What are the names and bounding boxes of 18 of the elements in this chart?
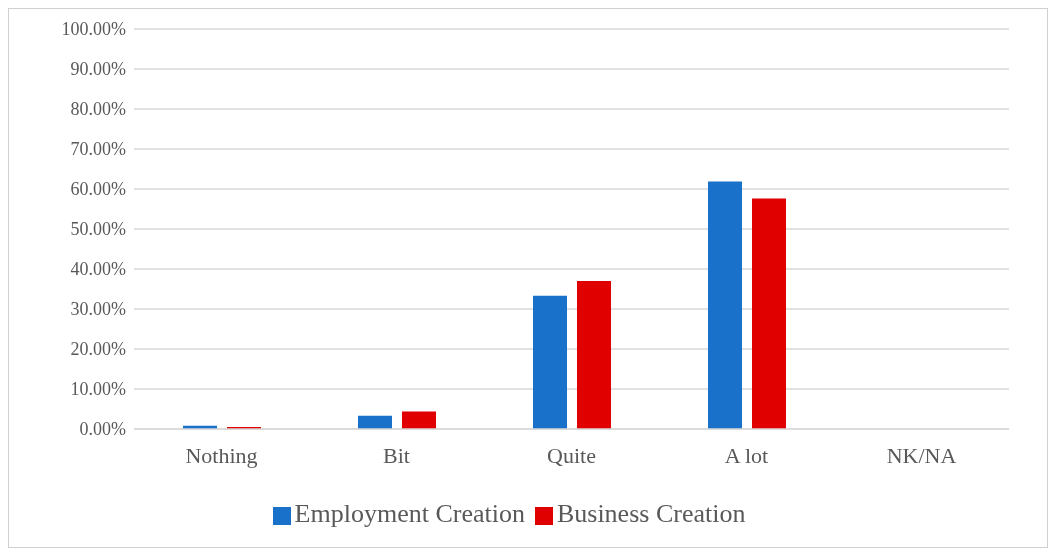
x-tick-label: A lot [724,442,769,468]
y-tick-label: 20.00% [70,339,126,360]
y-tick-label: 40.00% [70,259,126,280]
y-tick-label: 50.00% [70,219,126,240]
y-tick-label: 70.00% [70,139,126,160]
y-tick-label: 30.00% [70,299,126,320]
y-tick-label: 60.00% [70,179,126,200]
x-tick-label: Quite [547,442,596,468]
y-tick-label: 100.00% [61,19,126,40]
y-tick-label: 90.00% [70,59,126,80]
x-tick-label: NK/NA [886,442,957,468]
x-tick-label: Bit [383,442,410,468]
legend-label: Employment Creation [294,499,525,528]
legend-label: Business Creation [556,499,746,528]
x-tick-label: Nothing [185,442,258,468]
y-tick-label: 0.00% [79,419,126,440]
y-tick-label: 80.00% [70,99,126,120]
y-tick-label: 10.00% [70,379,126,400]
